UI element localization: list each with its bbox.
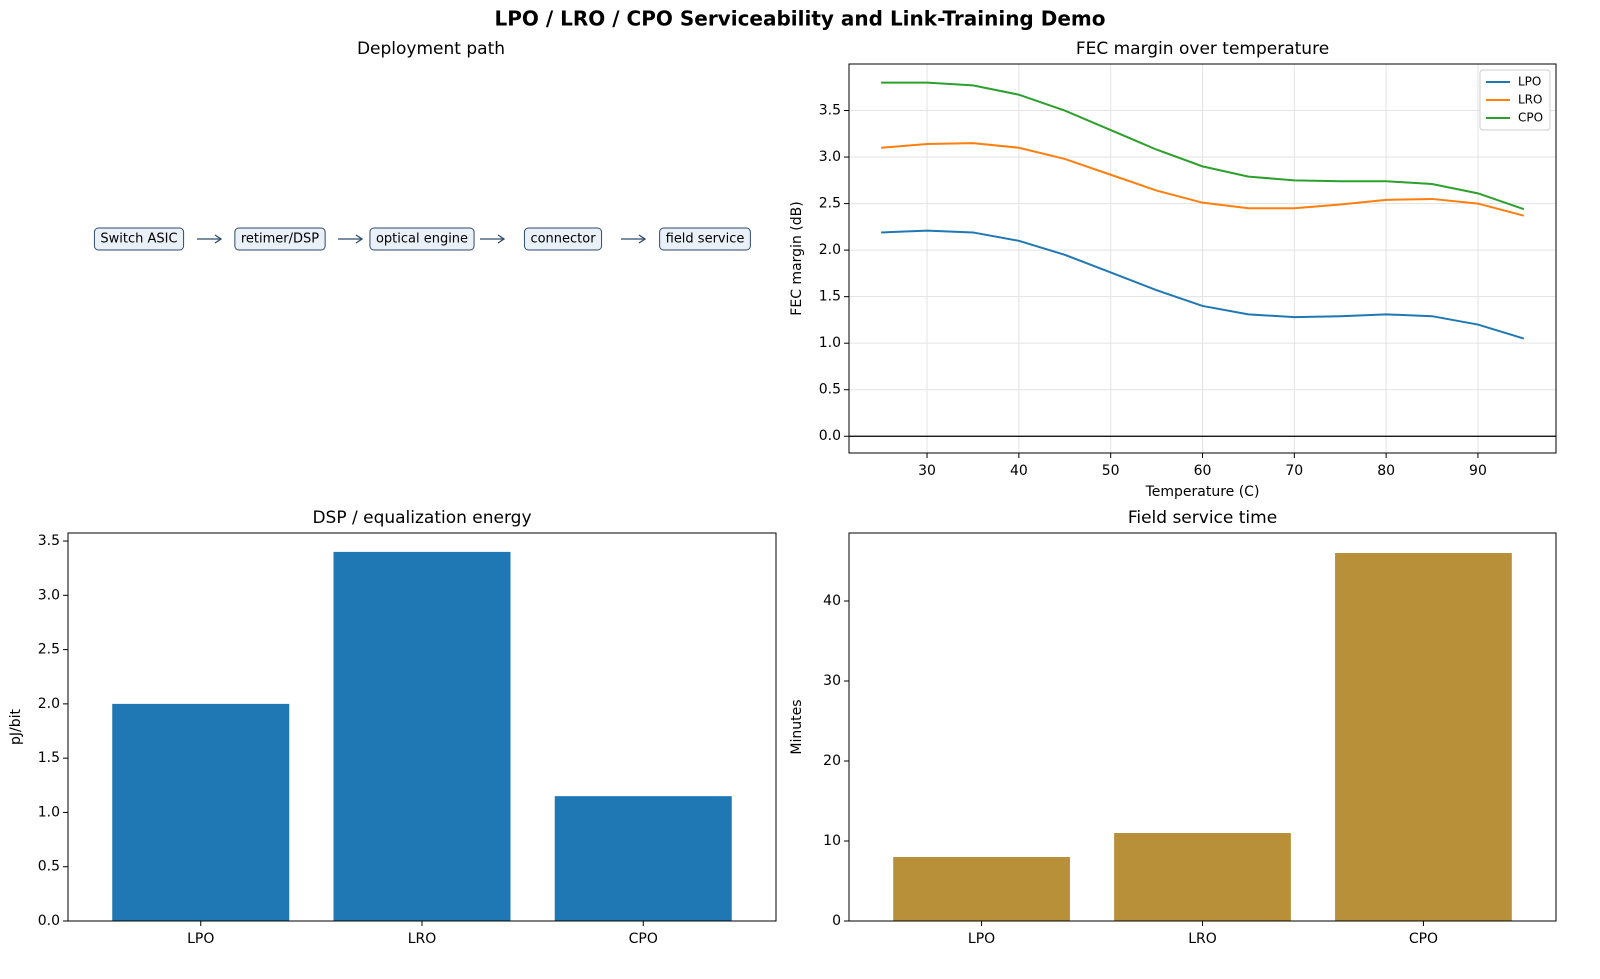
- diagram-arrowhead: [638, 234, 647, 244]
- x-tick-label: 70: [1285, 463, 1303, 479]
- legend-label: LPO: [1518, 75, 1541, 89]
- y-tick-label: 1.0: [38, 804, 60, 820]
- bar: [893, 857, 1070, 921]
- legend-box: [1479, 69, 1551, 131]
- y-tick-label: 20: [823, 753, 841, 769]
- y-tick-label: 0.5: [38, 859, 60, 875]
- y-tick-label: 2.0: [38, 696, 60, 712]
- x-tick-label: LRO: [408, 931, 437, 947]
- x-tick-label: 90: [1469, 463, 1487, 479]
- diagram-node-label: optical engine: [376, 232, 468, 247]
- diagram-arrowhead: [497, 234, 506, 244]
- y-tick-label: 10: [823, 833, 841, 849]
- x-tick-label: LPO: [187, 931, 214, 947]
- chart-title: DSP / equalization energy: [312, 508, 531, 528]
- y-tick-label: 40: [823, 593, 841, 609]
- diagram-title: Deployment path: [357, 39, 505, 59]
- y-axis-label: Minutes: [789, 699, 805, 754]
- diagram-node-label: retimer/DSP: [241, 232, 319, 247]
- diagram-arrowhead: [355, 234, 364, 244]
- y-tick-label: 3.5: [38, 533, 60, 549]
- y-tick-label: 30: [823, 673, 841, 689]
- diagram-node-label: connector: [530, 232, 596, 247]
- y-tick-label: 1.0: [819, 335, 841, 351]
- legend-label: LRO: [1518, 93, 1542, 107]
- bar: [1114, 833, 1291, 921]
- figure-title: LPO / LRO / CPO Serviceability and Link-…: [495, 7, 1106, 31]
- x-tick-label: 40: [1010, 463, 1028, 479]
- x-tick-label: LPO: [968, 931, 995, 947]
- y-axis-label: FEC margin (dB): [789, 201, 805, 315]
- y-tick-label: 0.0: [38, 913, 60, 929]
- y-axis-label: pJ/bit: [8, 708, 24, 745]
- bar: [112, 703, 290, 921]
- y-tick-label: 3.5: [819, 103, 841, 119]
- line-series: [881, 81, 1525, 211]
- x-tick-label: CPO: [1409, 931, 1438, 947]
- y-tick-label: 2.5: [38, 642, 60, 658]
- bar: [554, 796, 732, 921]
- y-tick-label: 1.5: [38, 750, 60, 766]
- axes-frame: [848, 63, 1557, 454]
- diagram-node: [93, 227, 185, 251]
- line-series: [881, 229, 1525, 340]
- diagram-node: [369, 227, 475, 251]
- x-tick-label: 60: [1194, 463, 1212, 479]
- y-tick-label: 0.0: [819, 428, 841, 444]
- diagram-node: [523, 227, 603, 251]
- x-tick-label: CPO: [629, 931, 658, 947]
- y-tick-label: 2.5: [819, 196, 841, 212]
- axes-frame: [67, 532, 777, 922]
- x-tick-label: LRO: [1188, 931, 1217, 947]
- diagram-arrowhead: [214, 234, 223, 244]
- bar: [333, 551, 511, 921]
- diagram-node: [234, 227, 326, 251]
- legend-label: CPO: [1518, 111, 1543, 125]
- y-tick-label: 3.0: [819, 149, 841, 165]
- bar: [1335, 553, 1512, 921]
- axes-frame: [848, 532, 1557, 922]
- chart-title: Field service time: [1128, 508, 1277, 528]
- y-tick-label: 0.5: [819, 382, 841, 398]
- x-axis-label: Temperature (C): [1145, 484, 1260, 500]
- chart-title: FEC margin over temperature: [1076, 39, 1329, 59]
- y-tick-label: 3.0: [38, 587, 60, 603]
- y-tick-label: 1.5: [819, 289, 841, 305]
- x-tick-label: 50: [1102, 463, 1120, 479]
- y-tick-label: 2.0: [819, 242, 841, 258]
- diagram-node-label: Switch ASIC: [100, 232, 177, 247]
- y-tick-label: 0: [832, 913, 841, 929]
- diagram-node-label: field service: [666, 232, 745, 247]
- x-tick-label: 30: [918, 463, 936, 479]
- x-tick-label: 80: [1377, 463, 1395, 479]
- diagram-node: [659, 227, 751, 251]
- line-series: [881, 142, 1525, 217]
